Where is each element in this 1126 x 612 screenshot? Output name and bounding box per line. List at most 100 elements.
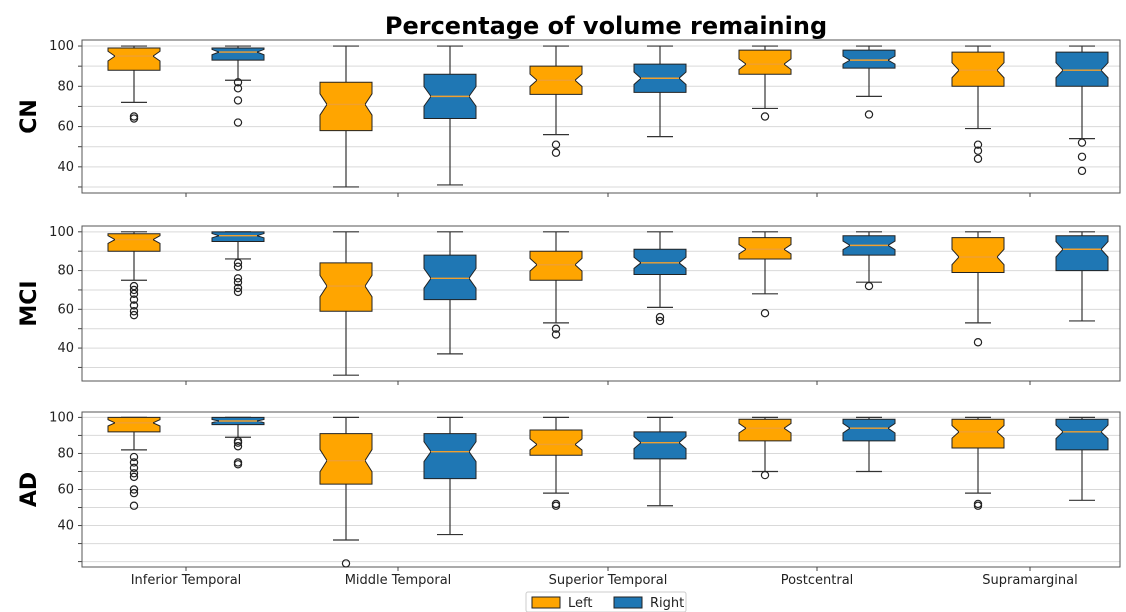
- box-right: [423, 45, 477, 186]
- outlier-point: [233, 118, 243, 127]
- notched-box: [319, 81, 373, 132]
- outlier-point: [551, 324, 561, 333]
- outlier-point: [233, 442, 243, 451]
- box-right: [211, 231, 265, 297]
- box-right: [423, 231, 477, 355]
- panel-label: MCI: [17, 280, 42, 326]
- notched-box: [107, 416, 161, 433]
- y-tick-label: 100: [49, 39, 74, 54]
- outlier-point: [129, 307, 139, 316]
- outlier-point: [551, 330, 561, 339]
- notched-box: [951, 51, 1005, 87]
- box-right: [633, 416, 687, 507]
- outlier-point: [129, 281, 139, 291]
- notched-box: [211, 47, 265, 61]
- outlier-point: [973, 140, 983, 149]
- notched-box: [738, 49, 792, 75]
- y-tick-label: 60: [57, 302, 74, 317]
- legend-swatch-left: [531, 596, 561, 609]
- outlier-point: [864, 110, 874, 119]
- box-left: [319, 416, 373, 568]
- notched-box: [211, 231, 265, 242]
- outlier-point: [129, 458, 139, 467]
- outlier-point: [129, 485, 139, 494]
- outlier-point: [973, 146, 983, 155]
- outlier-point: [129, 463, 139, 473]
- box-right: [1055, 45, 1109, 176]
- box-left: [529, 416, 583, 510]
- outlier-point: [1077, 138, 1087, 147]
- panel-cn: 40 60 80 100 CN: [17, 39, 1121, 197]
- outlier-point: [864, 281, 874, 291]
- outlier-point: [233, 262, 243, 271]
- panel-mci: 40 60 80 100 MCI: [17, 225, 1121, 385]
- outlier-point: [551, 140, 561, 149]
- box-right: [633, 231, 687, 326]
- outlier-point: [1077, 152, 1087, 161]
- notched-box: [1055, 235, 1109, 272]
- outlier-point: [129, 488, 139, 498]
- notched-box: [107, 233, 161, 252]
- panel-label: AD: [17, 472, 42, 507]
- box-right: [423, 416, 477, 536]
- notched-box: [633, 431, 687, 460]
- outlier-point: [1077, 166, 1087, 176]
- outlier-point: [233, 283, 243, 293]
- notched-box: [951, 237, 1005, 273]
- outlier-point: [760, 112, 770, 121]
- y-tick-label: 80: [57, 264, 74, 279]
- box-right: [211, 45, 265, 127]
- outlier-point: [129, 501, 139, 510]
- y-tick-label: 40: [57, 519, 74, 534]
- outlier-point: [551, 499, 561, 509]
- panel-frame: [81, 39, 1121, 194]
- panels-container: 40 60 80 100 CN 40 60 80 100 MCI 40 60 80 100 AD: [17, 39, 1121, 571]
- outlier-point: [233, 78, 243, 87]
- notched-box: [423, 254, 477, 301]
- outlier-point: [129, 310, 139, 320]
- notched-box: [842, 418, 896, 442]
- notched-box: [107, 47, 161, 71]
- box-left: [738, 416, 792, 480]
- box-left: [319, 45, 373, 188]
- x-tick-label: Inferior Temporal: [131, 573, 242, 588]
- outlier-point: [233, 287, 243, 297]
- notched-box: [633, 248, 687, 275]
- notched-box: [842, 49, 896, 69]
- outlier-point: [973, 154, 983, 163]
- notched-box: [529, 250, 583, 281]
- x-axis: Inferior Temporal Middle Temporal Superior…: [131, 573, 1078, 588]
- outlier-point: [129, 452, 139, 462]
- box-left: [529, 45, 583, 157]
- legend: Left Right: [525, 591, 687, 612]
- box-right: [1055, 231, 1109, 322]
- box-left: [107, 231, 161, 320]
- outlier-point: [233, 258, 243, 268]
- outlier-point: [973, 338, 983, 347]
- box-left: [738, 231, 792, 318]
- notched-box: [423, 433, 477, 480]
- chart-title: Percentage of volume remaining: [385, 12, 827, 40]
- panel-ad: 40 60 80 100 AD: [17, 410, 1121, 571]
- notched-box: [1055, 51, 1109, 87]
- outlier-point: [129, 285, 139, 295]
- legend-label-left: Left: [568, 596, 592, 611]
- y-tick-label: 40: [57, 341, 74, 356]
- legend-frame: [525, 591, 687, 612]
- outlier-point: [973, 499, 983, 509]
- box-left: [738, 45, 792, 121]
- outlier-point: [341, 559, 351, 568]
- y-tick-label: 60: [57, 483, 74, 498]
- x-tick-label: Supramarginal: [982, 573, 1077, 588]
- box-left: [951, 231, 1005, 347]
- outlier-point: [129, 295, 139, 304]
- y-tick-label: 100: [49, 225, 74, 240]
- notched-box: [951, 418, 1005, 449]
- outlier-point: [760, 470, 770, 480]
- box-left: [529, 231, 583, 339]
- box-right: [211, 416, 265, 469]
- notched-box: [319, 262, 373, 312]
- box-left: [951, 45, 1005, 163]
- box-left: [319, 231, 373, 376]
